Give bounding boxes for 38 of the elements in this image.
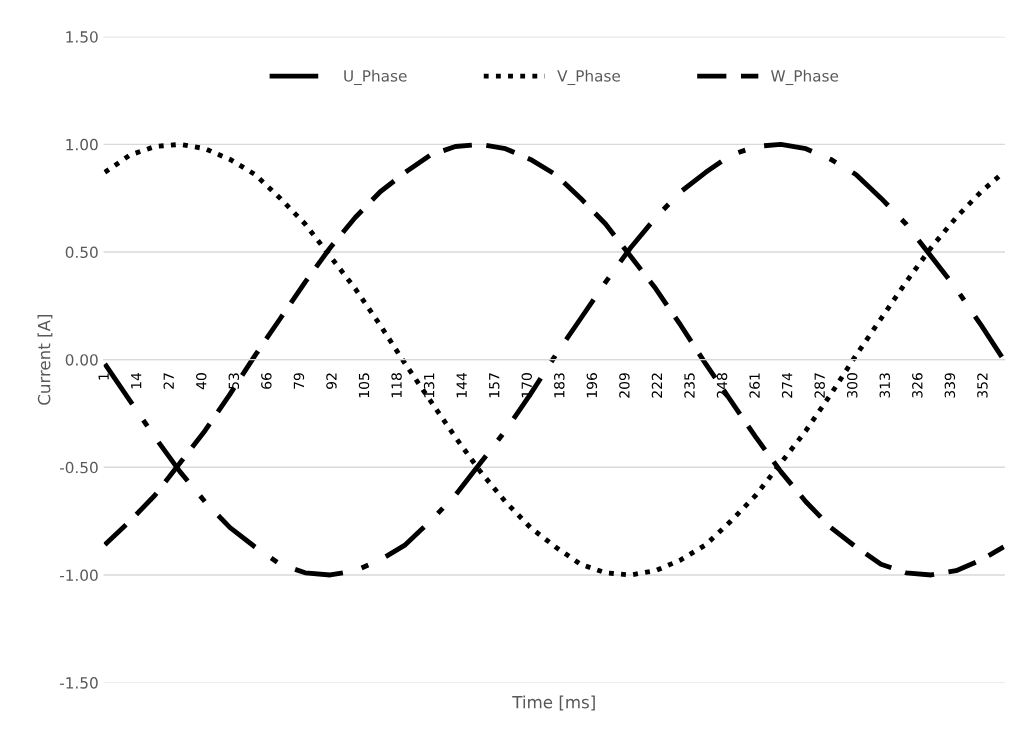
y-axis-title: Current [A] [37, 314, 53, 405]
x-tick-label: 287 [814, 373, 825, 398]
x-tick-label: 183 [554, 373, 565, 398]
y-tick-label: 0.00 [65, 354, 98, 366]
x-tick-label: 274 [781, 372, 793, 398]
x-tick-label: 131 [423, 373, 435, 398]
y-tick-label: 1.00 [66, 138, 98, 151]
x-tick-label: 105 [358, 373, 370, 398]
x-tick-label: 66 [261, 373, 272, 389]
x-tick-label: 326 [912, 373, 923, 398]
x-tick-label: 339 [944, 373, 956, 398]
x-tick-label: 352 [977, 373, 988, 398]
x-tick-label: 261 [749, 373, 760, 398]
y-tick-label: -1.50 [59, 677, 98, 689]
x-tick-label: 118 [391, 373, 402, 398]
x-tick-label: 14 [131, 372, 142, 389]
y-tick-label: 0.50 [65, 246, 98, 259]
x-tick-label: 196 [586, 373, 598, 398]
x-tick-label: 300 [846, 373, 858, 398]
x-tick-label: 222 [651, 373, 662, 398]
x-tick-label: 53 [228, 373, 240, 389]
legend-label: U_Phase [344, 69, 407, 86]
y-tick-label: 1.50 [66, 31, 98, 43]
y-tick-label: -0.50 [59, 461, 98, 474]
legend-label: W_Phase [771, 69, 839, 86]
x-tick-label: 1 [98, 373, 109, 380]
legend-label: V_Phase [557, 69, 621, 86]
x-tick-label: 144 [456, 372, 467, 398]
x-axis-title: Time [ms] [512, 695, 595, 711]
x-tick-label: 92 [326, 373, 337, 389]
x-tick-label: 40 [196, 373, 207, 390]
x-tick-label: 313 [879, 373, 891, 398]
y-tick-label: -1.00 [59, 569, 98, 581]
x-tick-label: 209 [619, 373, 630, 398]
x-tick-label: 157 [489, 373, 500, 398]
x-tick-label: 235 [684, 373, 695, 398]
x-tick-label: 79 [293, 373, 305, 389]
x-tick-label: 27 [163, 373, 174, 389]
